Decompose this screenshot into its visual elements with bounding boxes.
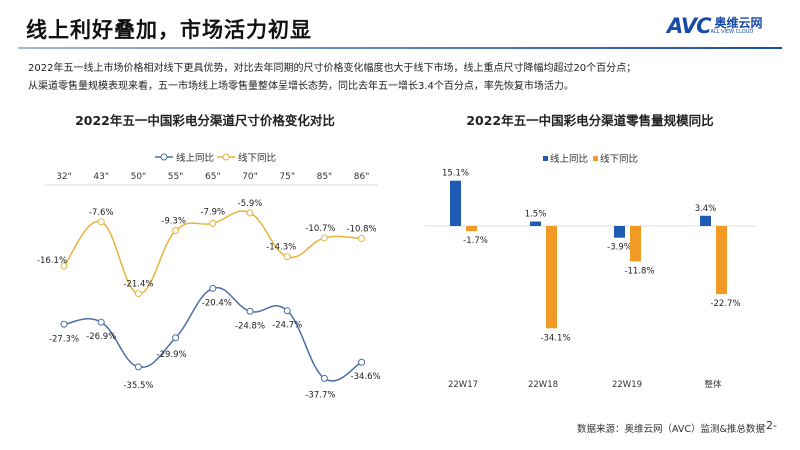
data-point	[97, 218, 105, 226]
legend-marker	[160, 153, 168, 161]
x-tick-label: 85"	[317, 172, 333, 182]
bar-offline	[716, 226, 727, 295]
data-label: 3.4%	[695, 204, 717, 214]
data-label: 15.1%	[442, 169, 469, 179]
bar-online	[530, 221, 541, 226]
data-point	[283, 253, 291, 261]
bar-online	[450, 180, 461, 226]
bar-offline	[466, 226, 477, 232]
data-label: -14.3%	[266, 243, 296, 253]
page-title: 线上利好叠加，市场活力初显	[26, 18, 312, 42]
legend-swatch	[593, 156, 598, 161]
bar-online	[614, 226, 625, 238]
x-tick-label: 65"	[205, 172, 221, 182]
data-label: -24.8%	[235, 321, 265, 331]
bar-chart-title: 2022年五一中国彩电分渠道零售量规模同比	[466, 113, 714, 128]
data-point	[209, 219, 217, 227]
data-point	[246, 209, 254, 217]
data-label: -27.3%	[49, 334, 79, 344]
x-tick-label: 75"	[279, 172, 295, 182]
data-label: -16.1%	[37, 256, 67, 266]
x-tick-label: 32"	[56, 172, 72, 182]
data-point	[60, 262, 68, 270]
data-label: -5.9%	[238, 199, 263, 209]
data-label: -7.9%	[200, 207, 225, 217]
header-divider	[18, 47, 782, 49]
x-tick-label: 55"	[168, 172, 184, 182]
data-point	[134, 290, 142, 298]
bar-online	[700, 215, 711, 226]
logo-mark: AVC	[667, 14, 711, 38]
data-label: -3.9%	[607, 243, 632, 253]
description-line: 从渠道零售量规模表现来看，五一市场线上场零售量整体呈增长态势，同比去年五一增长3…	[28, 81, 574, 92]
data-label: -10.8%	[347, 224, 377, 234]
data-label: -7.6%	[89, 208, 114, 218]
data-label: -20.4%	[202, 298, 232, 308]
logo-cn: 奥维云网	[714, 16, 763, 30]
data-label: -34.1%	[540, 333, 570, 343]
data-point	[358, 358, 366, 366]
avc-logo: AVC 奥维云网 ALL VIEW CLOUD	[667, 14, 763, 38]
data-label: -29.9%	[157, 350, 187, 360]
data-label: -34.6%	[351, 372, 381, 382]
legend-label: 线上同比	[176, 152, 214, 164]
series-line-offline	[63, 210, 362, 295]
data-label: -11.8%	[624, 266, 654, 276]
data-label: -21.4%	[123, 280, 153, 290]
x-tick-label: 22W17	[448, 380, 478, 390]
data-point	[246, 307, 254, 315]
data-label: -22.7%	[710, 299, 740, 309]
x-tick-label: 22W19	[612, 380, 642, 390]
data-label: -35.5%	[123, 381, 153, 391]
data-label: 1.5%	[525, 210, 547, 220]
data-label: -9.3%	[161, 217, 186, 227]
data-point	[97, 318, 105, 326]
data-point	[172, 227, 180, 235]
data-point	[320, 234, 328, 242]
data-label: -1.7%	[463, 236, 488, 246]
data-label: -10.7%	[305, 224, 335, 234]
x-tick-label: 43"	[93, 172, 109, 182]
legend-label: 线上同比	[550, 153, 588, 165]
logo-en: ALL VIEW CLOUD	[710, 29, 754, 35]
description-line: 2022年五一线上市场价格相对线下更具优势，对比去年同期的尺寸价格变化幅度也大于…	[28, 63, 637, 74]
data-point	[283, 307, 291, 315]
data-label: -26.9%	[86, 332, 116, 342]
data-point	[60, 320, 68, 328]
legend-marker	[222, 153, 230, 161]
data-point	[172, 334, 180, 342]
data-point	[320, 374, 328, 382]
bar-offline	[546, 226, 557, 329]
legend-label: 线下同比	[238, 152, 276, 164]
data-label: -24.7%	[272, 321, 302, 331]
legend-swatch	[543, 156, 548, 161]
legend-label: 线下同比	[600, 153, 638, 165]
bar-offline	[630, 226, 641, 262]
x-tick-label: 86"	[354, 172, 370, 182]
data-label: -37.7%	[305, 390, 335, 400]
data-point	[358, 234, 366, 242]
page-number: -2-	[762, 419, 777, 432]
line-chart-title: 2022年五一中国彩电分渠道尺寸价格变化对比	[75, 113, 335, 128]
data-point	[209, 284, 217, 292]
x-tick-label: 70"	[242, 172, 258, 182]
data-source: 数据来源：奥维云网（AVC）监测&推总数据	[577, 424, 765, 435]
x-tick-label: 整体	[704, 379, 722, 390]
data-point	[134, 363, 142, 371]
x-tick-label: 50"	[131, 172, 147, 182]
x-tick-label: 22W18	[528, 380, 558, 390]
description: 2022年五一线上市场价格相对线下更具优势，对比去年同期的尺寸价格变化幅度也大于…	[28, 60, 636, 96]
